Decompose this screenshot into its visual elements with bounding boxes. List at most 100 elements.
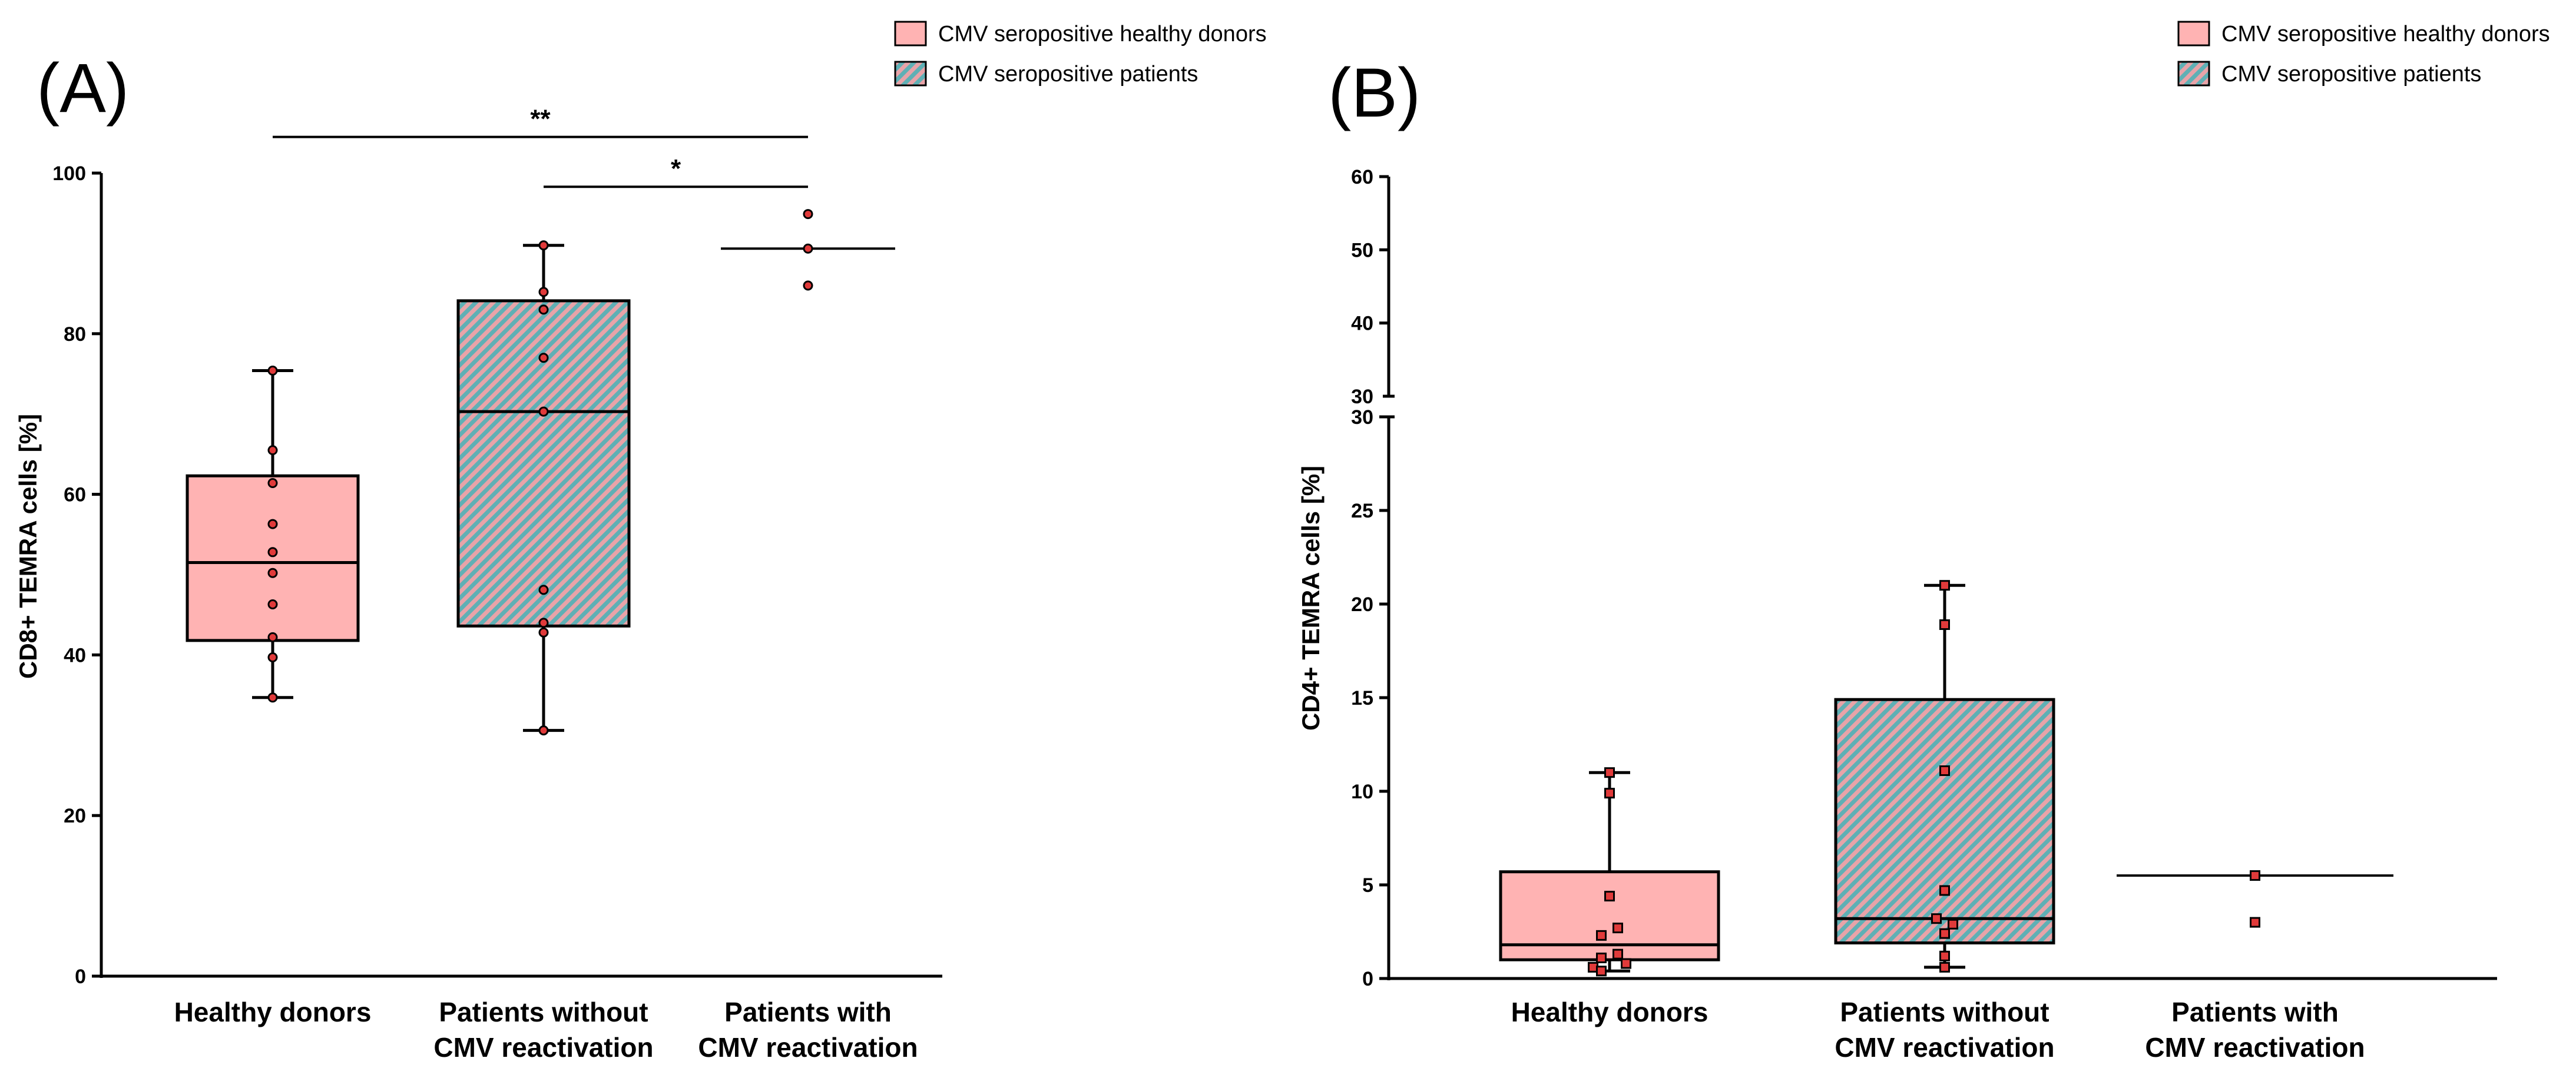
data-point-g0-9 bbox=[267, 692, 278, 703]
data-point-g1-4 bbox=[1931, 913, 1942, 924]
panel-a-label: (A) bbox=[37, 49, 129, 127]
legend-swatch-patient bbox=[894, 61, 927, 87]
data-point-g1-4 bbox=[538, 406, 549, 417]
x-tick-label-no-reactivation-2: CMV reactivation bbox=[433, 1032, 653, 1063]
data-point-g1-1 bbox=[538, 287, 549, 297]
y-tick-label-20: 20 bbox=[64, 805, 86, 827]
y-tick-label-upper-60: 60 bbox=[1351, 166, 1373, 188]
y-tick-label-0: 0 bbox=[75, 966, 86, 988]
legend-swatch-patient bbox=[2177, 61, 2210, 87]
panel-b-x-labels: Healthy donors Patients without CMV reac… bbox=[1511, 997, 2365, 1063]
x-tick-label-no-reactivation-2: CMV reactivation bbox=[1835, 1032, 2054, 1063]
data-point-g0-1 bbox=[267, 445, 278, 456]
panel-a-chart: (A) CMV seropositive healthy donors CMV … bbox=[14, 21, 1267, 1063]
panel-b-label: (B) bbox=[1328, 54, 1421, 132]
data-point-g0-6 bbox=[1596, 953, 1607, 964]
data-point-g0-1 bbox=[1604, 788, 1615, 799]
y-tick-label-upper-50: 50 bbox=[1351, 239, 1373, 261]
panel-a-y-axis-label: CD8+ TEMRA cells [%] bbox=[14, 414, 42, 679]
data-point-g2-0 bbox=[2250, 870, 2260, 881]
data-point-g0-4 bbox=[1596, 930, 1607, 941]
panel-b-points bbox=[1588, 580, 2260, 977]
panel-a-boxes bbox=[186, 244, 895, 732]
data-point-g0-5 bbox=[267, 568, 278, 578]
x-tick-label-healthy-donors: Healthy donors bbox=[174, 997, 372, 1027]
y-tick-label-lower-25: 25 bbox=[1351, 500, 1373, 522]
significance-label-0: ** bbox=[530, 105, 551, 134]
data-point-g2-1 bbox=[2250, 917, 2260, 928]
y-tick-label-lower-0: 0 bbox=[1362, 968, 1373, 990]
data-point-g1-7 bbox=[1939, 950, 1950, 961]
box-1 bbox=[1834, 698, 2055, 945]
data-point-g1-5 bbox=[538, 585, 549, 595]
data-point-g0-6 bbox=[267, 599, 278, 609]
data-point-g0-0 bbox=[1604, 767, 1615, 778]
data-point-g1-3 bbox=[538, 353, 549, 363]
data-point-g1-7 bbox=[538, 627, 549, 638]
data-point-g0-9 bbox=[1596, 966, 1607, 977]
y-tick-label-lower-5: 5 bbox=[1362, 874, 1373, 897]
y-tick-label-lower-20: 20 bbox=[1351, 593, 1373, 616]
data-point-g2-2 bbox=[803, 280, 813, 291]
panel-a-y-ticks: 0 20 40 60 80 100 bbox=[52, 162, 101, 988]
panel-b-boxes bbox=[1499, 583, 2393, 973]
data-point-g0-4 bbox=[267, 547, 278, 558]
y-tick-label-upper-40: 40 bbox=[1351, 313, 1373, 335]
y-tick-label-upper-30: 30 bbox=[1351, 386, 1373, 408]
x-tick-label-reactivation-2: CMV reactivation bbox=[2145, 1032, 2365, 1063]
panel-a-points bbox=[267, 209, 813, 736]
legend-swatch-healthy bbox=[894, 21, 927, 47]
panel-b-chart: (B) CMV seropositive healthy donors CMV … bbox=[1297, 21, 2550, 1063]
box-0 bbox=[1499, 870, 1720, 961]
data-point-g1-8 bbox=[538, 725, 549, 736]
y-tick-label-40: 40 bbox=[64, 644, 86, 666]
panel-a-legend: CMV seropositive healthy donors CMV sero… bbox=[894, 21, 1267, 87]
y-tick-label-60: 60 bbox=[64, 484, 86, 506]
legend-label-patient: CMV seropositive patients bbox=[938, 62, 1198, 87]
data-point-g0-7 bbox=[267, 632, 278, 642]
legend-label-healthy: CMV seropositive healthy donors bbox=[2221, 22, 2550, 47]
y-tick-label-lower-15: 15 bbox=[1351, 687, 1373, 709]
panel-b-legend: CMV seropositive healthy donors CMV sero… bbox=[2177, 21, 2550, 87]
x-tick-label-reactivation-1: Patients with bbox=[724, 997, 892, 1027]
data-point-g1-0 bbox=[1939, 580, 1950, 591]
data-point-g0-2 bbox=[267, 478, 278, 489]
data-point-g0-3 bbox=[1613, 923, 1623, 934]
panel-b-y-axis-label: CD4+ TEMRA cells [%] bbox=[1297, 466, 1325, 731]
data-point-g2-1 bbox=[803, 243, 813, 254]
box-0 bbox=[186, 474, 360, 642]
data-point-g1-2 bbox=[1939, 765, 1950, 777]
data-point-g0-5 bbox=[1613, 948, 1623, 960]
data-point-g0-0 bbox=[267, 366, 278, 376]
significance-label-1: * bbox=[671, 154, 681, 183]
data-point-g1-6 bbox=[1939, 928, 1950, 939]
data-point-g1-3 bbox=[1939, 885, 1950, 896]
panel-a-significance: *** bbox=[273, 105, 808, 188]
data-point-g0-8 bbox=[267, 652, 278, 662]
y-tick-label-80: 80 bbox=[64, 323, 86, 346]
x-tick-label-no-reactivation-1: Patients without bbox=[1840, 997, 2049, 1027]
panel-a-x-labels: Healthy donors Patients without CMV reac… bbox=[174, 997, 918, 1063]
data-point-g1-5 bbox=[1948, 918, 1958, 930]
y-tick-label-100: 100 bbox=[52, 162, 86, 185]
data-point-g0-7 bbox=[1621, 958, 1631, 969]
x-tick-label-no-reactivation-1: Patients without bbox=[439, 997, 648, 1027]
data-point-g1-2 bbox=[538, 304, 549, 315]
y-tick-label-lower-10: 10 bbox=[1351, 781, 1373, 803]
data-point-g1-0 bbox=[538, 240, 549, 251]
x-tick-label-reactivation-1: Patients with bbox=[2171, 997, 2339, 1027]
data-point-g0-3 bbox=[267, 519, 278, 529]
data-point-g2-0 bbox=[803, 209, 813, 220]
data-point-g1-8 bbox=[1939, 961, 1950, 973]
data-point-g1-1 bbox=[1939, 619, 1950, 630]
y-tick-label-lower-30: 30 bbox=[1351, 406, 1373, 429]
legend-label-patient: CMV seropositive patients bbox=[2221, 62, 2481, 87]
box-1 bbox=[456, 299, 631, 628]
x-tick-label-healthy-donors: Healthy donors bbox=[1511, 997, 1708, 1027]
legend-swatch-healthy bbox=[2177, 21, 2210, 47]
data-point-g1-6 bbox=[538, 618, 549, 628]
data-point-g0-2 bbox=[1604, 891, 1615, 902]
legend-label-healthy: CMV seropositive healthy donors bbox=[938, 22, 1267, 47]
